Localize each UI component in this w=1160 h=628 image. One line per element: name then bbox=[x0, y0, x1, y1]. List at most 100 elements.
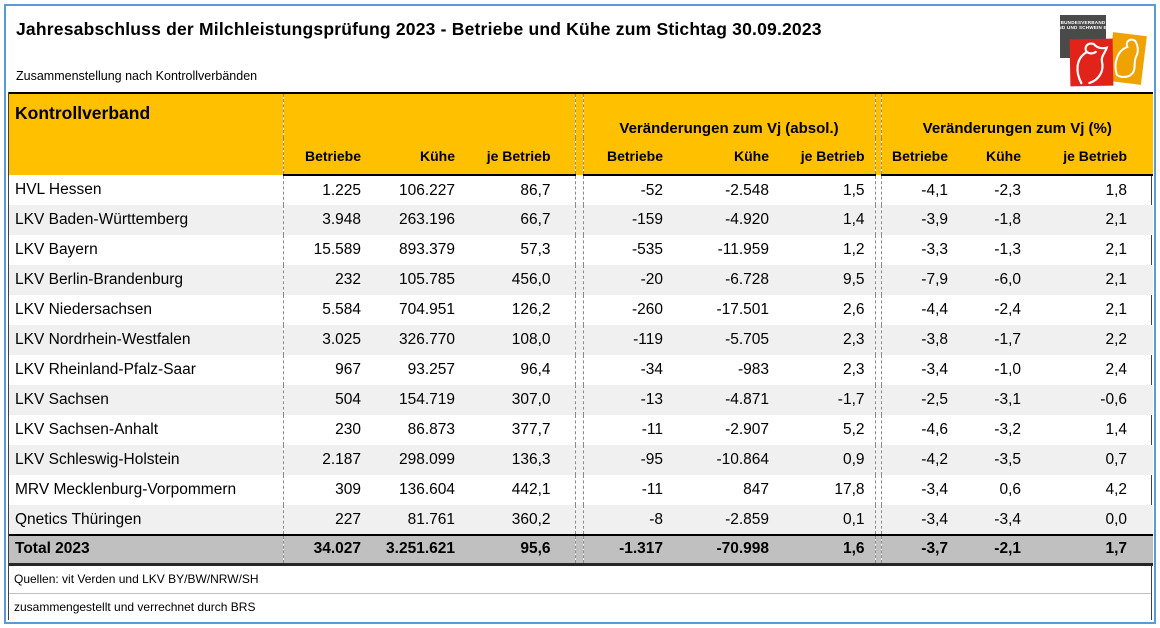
group-separator bbox=[574, 475, 584, 505]
cell-pct-kuehe: -3,2 bbox=[994, 421, 1022, 438]
cell-abs-je-betrieb: 5,2 bbox=[842, 421, 865, 438]
cell-pct-betriebe: -3,3 bbox=[921, 241, 949, 258]
cell-abs-kuehe: -4.871 bbox=[673, 385, 780, 415]
cell-je-betrieb: 96,4 bbox=[520, 361, 551, 378]
cell-abs-betriebe: -260 bbox=[631, 301, 664, 318]
cell-abs-je-betrieb: -1,7 bbox=[779, 385, 876, 415]
cell-kuehe: 893.379 bbox=[398, 241, 455, 258]
cell-pct-kuehe: -6,0 bbox=[956, 265, 1032, 295]
group-separator bbox=[874, 505, 882, 535]
cell-abs-kuehe: -2.907 bbox=[725, 421, 770, 438]
cell-kuehe: 263.196 bbox=[371, 205, 463, 235]
cell-abs-je-betrieb: 2,3 bbox=[842, 361, 865, 378]
page-title: Jahresabschluss der Milchleistungsprüfun… bbox=[16, 19, 822, 39]
group-separator bbox=[574, 205, 584, 235]
cell-abs-betriebe: -159 bbox=[583, 205, 674, 235]
cell-pct-betriebe: -4,4 bbox=[921, 301, 949, 318]
group-separator bbox=[574, 385, 584, 415]
cell-pct-je-betrieb: 1,4 bbox=[1105, 421, 1128, 438]
cell-betriebe: 230 bbox=[282, 415, 371, 445]
table-row: LKV Bayern 15.589 893.379 57,3 -535 -11.… bbox=[9, 235, 1153, 265]
table-and-sources: Kontrollverband Veränderungen zum Vj (ab… bbox=[8, 92, 1154, 620]
cell-abs-je-betrieb: 1,4 bbox=[779, 205, 876, 235]
group-separator bbox=[574, 415, 584, 445]
cell-pct-je-betrieb: 0,7 bbox=[1031, 445, 1154, 475]
group-separator bbox=[874, 295, 882, 325]
group-separator bbox=[874, 445, 882, 475]
cell-je-betrieb: 126,2 bbox=[511, 301, 551, 318]
group-separator bbox=[874, 475, 882, 505]
cell-abs-betriebe: -535 bbox=[631, 241, 664, 258]
table-row: Qnetics Thüringen 227 81.761 360,2 -8 -2… bbox=[9, 505, 1154, 535]
cell-betriebe: 309 bbox=[282, 475, 371, 505]
table-row: MRV Mecklenburg-Vorpommern 309 136.604 4… bbox=[9, 475, 1153, 505]
cell-kontrollverband: LKV Nordrhein-Westfalen bbox=[9, 325, 283, 355]
cell-je-betrieb: 360,2 bbox=[463, 505, 576, 535]
cell-pct-betriebe: -3,9 bbox=[881, 205, 957, 235]
cell-kontrollverband: LKV Berlin-Brandenburg bbox=[9, 265, 283, 295]
cell-pct-betriebe: -7,9 bbox=[881, 265, 957, 295]
group-separator bbox=[874, 265, 882, 295]
cell-kuehe: 106.227 bbox=[398, 181, 455, 199]
group-separator bbox=[874, 415, 882, 445]
cell-kontrollverband: LKV Baden-Württemberg bbox=[9, 205, 283, 235]
table-body: HVL Hessen 1.225 106.227 86,7 -52 -2.548… bbox=[9, 175, 1154, 535]
col-header-je-betrieb: je Betrieb bbox=[779, 138, 876, 176]
group-separator bbox=[574, 175, 584, 205]
corner-header: Kontrollverband bbox=[9, 93, 283, 175]
group-header-percent: Veränderungen zum Vj (%) bbox=[881, 93, 1154, 138]
cell-pct-je-betrieb: 2,1 bbox=[1105, 241, 1128, 258]
cell-kuehe: 298.099 bbox=[371, 445, 463, 475]
group-separator bbox=[574, 445, 584, 475]
cell-betriebe: 3.025 bbox=[282, 325, 371, 355]
col-header-kuehe: Kühe bbox=[956, 138, 1032, 176]
cell-pct-kuehe: -3,4 bbox=[956, 505, 1032, 535]
cell-pct-je-betrieb: 2,1 bbox=[1031, 205, 1154, 235]
table-row: LKV Sachsen-Anhalt 230 86.873 377,7 -11 … bbox=[9, 415, 1153, 445]
cell-kuehe: 86.873 bbox=[407, 421, 455, 438]
group-separator bbox=[574, 355, 584, 385]
cell-kontrollverband: HVL Hessen bbox=[15, 181, 102, 198]
total-je-betrieb: 95,6 bbox=[463, 534, 576, 566]
total-pct-kuehe: -2,1 bbox=[956, 534, 1032, 566]
group-separator bbox=[574, 295, 584, 325]
group-separator bbox=[574, 325, 584, 355]
cell-kuehe: 154.719 bbox=[371, 385, 463, 415]
cell-abs-je-betrieb: 0,9 bbox=[779, 445, 876, 475]
source-line-1: Quellen: vit Verden und LKV BY/BW/NRW/SH bbox=[14, 571, 259, 586]
total-row: Total 2023 34.027 3.251.621 95,6 -1.317 … bbox=[9, 534, 1154, 566]
group-separator bbox=[574, 93, 584, 175]
cell-pct-kuehe: -2,4 bbox=[994, 301, 1022, 318]
group-separator bbox=[874, 175, 882, 205]
cell-kontrollverband: MRV Mecklenburg-Vorpommern bbox=[15, 481, 237, 498]
cell-betriebe: 967 bbox=[282, 355, 371, 385]
cell-abs-betriebe: -34 bbox=[640, 361, 664, 378]
cow-icon bbox=[1069, 38, 1114, 87]
table-row: LKV Schleswig-Holstein 2.187 298.099 136… bbox=[9, 445, 1154, 475]
logo-text-line1: BUNDESVERBAND bbox=[1060, 20, 1106, 25]
kontrollverband-table: Kontrollverband Veränderungen zum Vj (ab… bbox=[9, 92, 1154, 566]
cell-je-betrieb: 86,7 bbox=[520, 181, 551, 199]
group-separator bbox=[874, 325, 882, 355]
col-header-betriebe: Betriebe bbox=[583, 138, 674, 176]
cell-abs-betriebe: -52 bbox=[640, 181, 664, 199]
cell-abs-je-betrieb: 1,5 bbox=[842, 181, 865, 199]
cell-abs-je-betrieb: 17,8 bbox=[834, 481, 865, 498]
group-separator bbox=[574, 505, 584, 535]
cell-abs-kuehe: -6.728 bbox=[673, 265, 780, 295]
cell-pct-betriebe: -3,4 bbox=[921, 481, 949, 498]
cell-pct-kuehe: -1,3 bbox=[994, 241, 1022, 258]
cell-abs-kuehe: -11.959 bbox=[717, 241, 770, 258]
col-header-betriebe: Betriebe bbox=[881, 138, 957, 176]
cell-pct-kuehe: -1,7 bbox=[956, 325, 1032, 355]
total-label: Total 2023 bbox=[9, 534, 283, 566]
logo-text-line2: RIND UND SCHWEIN E.V. bbox=[1053, 25, 1113, 31]
cell-je-betrieb: 456,0 bbox=[463, 265, 576, 295]
cell-je-betrieb: 66,7 bbox=[463, 205, 576, 235]
cell-kuehe: 81.761 bbox=[371, 505, 463, 535]
cell-abs-betriebe: -11 bbox=[641, 421, 664, 438]
cell-pct-betriebe: -2,5 bbox=[881, 385, 957, 415]
cell-abs-betriebe: -119 bbox=[583, 325, 674, 355]
cell-pct-betriebe: -3,8 bbox=[881, 325, 957, 355]
cell-abs-kuehe: -10.864 bbox=[673, 445, 780, 475]
